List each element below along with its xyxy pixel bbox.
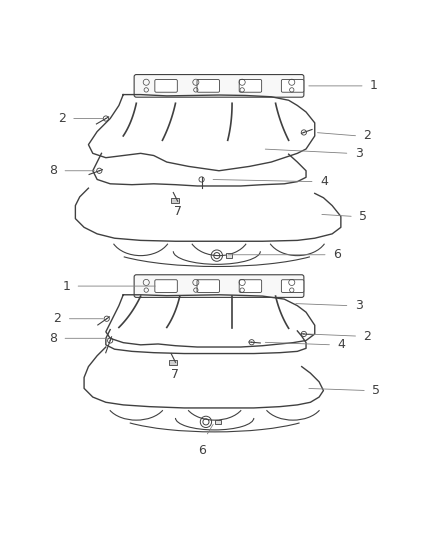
Text: 6: 6 (333, 248, 341, 261)
FancyBboxPatch shape (155, 79, 177, 92)
FancyBboxPatch shape (134, 75, 304, 97)
Text: 7: 7 (173, 205, 182, 217)
FancyBboxPatch shape (134, 275, 304, 297)
Text: 1: 1 (62, 280, 70, 293)
Bar (215, 419, 221, 424)
Text: 8: 8 (49, 164, 57, 177)
Text: 1: 1 (370, 79, 378, 92)
FancyBboxPatch shape (281, 280, 304, 293)
Text: 2: 2 (58, 112, 66, 125)
Text: 7: 7 (172, 368, 180, 381)
FancyBboxPatch shape (239, 79, 261, 92)
Text: 2: 2 (53, 312, 61, 325)
Bar (169, 360, 177, 365)
Text: 4: 4 (320, 175, 328, 188)
FancyBboxPatch shape (239, 280, 261, 293)
Text: 5: 5 (372, 384, 380, 397)
Text: 2: 2 (364, 329, 371, 343)
FancyBboxPatch shape (197, 79, 219, 92)
Text: 5: 5 (359, 210, 367, 223)
FancyBboxPatch shape (197, 280, 219, 293)
Text: 3: 3 (355, 147, 363, 160)
Text: 2: 2 (364, 130, 371, 142)
Bar (226, 254, 232, 258)
Bar (171, 198, 179, 204)
FancyBboxPatch shape (155, 280, 177, 293)
FancyBboxPatch shape (281, 79, 304, 92)
Text: 4: 4 (337, 338, 345, 351)
Text: 6: 6 (198, 444, 205, 457)
Text: 3: 3 (355, 299, 363, 312)
Text: 8: 8 (49, 332, 57, 345)
